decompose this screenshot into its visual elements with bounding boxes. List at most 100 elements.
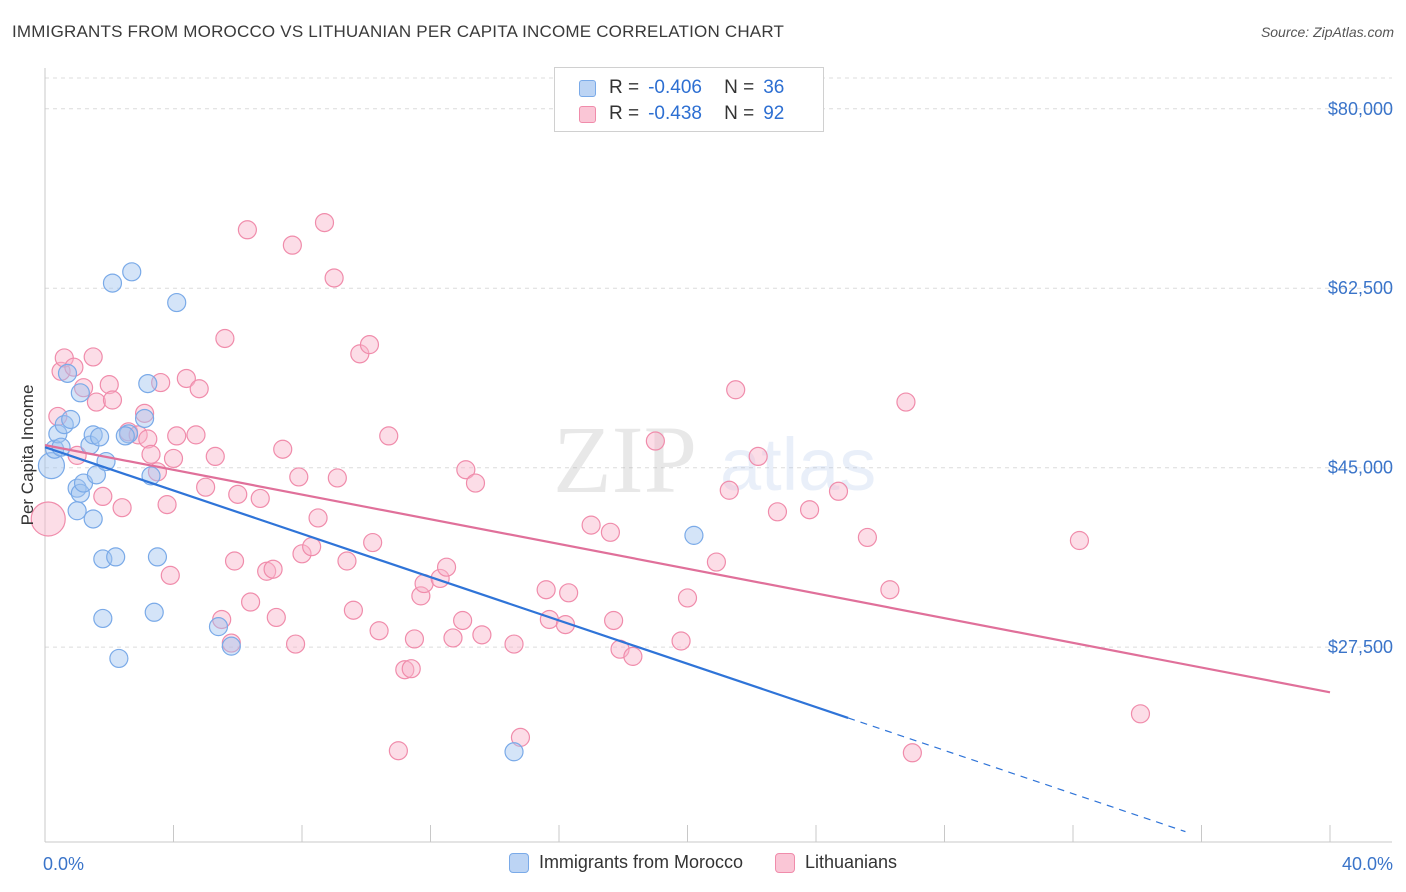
lithuanian-point bbox=[83, 347, 103, 367]
lithuanian-point bbox=[379, 426, 399, 446]
morocco-point bbox=[90, 427, 110, 447]
legend-label-morocco: Immigrants from Morocco bbox=[538, 852, 743, 872]
morocco-point bbox=[221, 636, 241, 656]
legend-item-morocco[interactable]: Immigrants from Morocco bbox=[508, 852, 743, 873]
y-tick-label: $80,000 bbox=[1328, 99, 1393, 119]
lithuanian-point bbox=[157, 495, 177, 515]
morocco-point bbox=[86, 465, 107, 485]
lithuanian-point bbox=[176, 368, 196, 389]
lithuanian-point bbox=[93, 486, 113, 507]
lithuanian-point bbox=[453, 610, 473, 631]
lithuanian-point bbox=[645, 431, 665, 451]
morocco-point bbox=[504, 742, 524, 762]
lithuanian-point bbox=[671, 631, 691, 651]
morocco-point bbox=[61, 409, 81, 430]
series-legend: Immigrants from Morocco Lithuanians bbox=[0, 852, 1406, 873]
morocco-point bbox=[93, 608, 113, 629]
lithuanian-point bbox=[600, 522, 621, 542]
x-tick-label: 40.0% bbox=[1342, 854, 1393, 874]
lithuanian-point bbox=[456, 460, 476, 480]
source-label: Source: ZipAtlas.com bbox=[1260, 24, 1394, 40]
lithuanian-point bbox=[581, 515, 601, 535]
watermark: ZIP atlas bbox=[553, 406, 876, 513]
morocco-point bbox=[102, 273, 123, 293]
legend-n-label: N = bbox=[724, 103, 755, 124]
morocco-point bbox=[106, 547, 126, 567]
lithuanian-point bbox=[726, 380, 746, 400]
lithuanian-point bbox=[189, 379, 209, 399]
lithuanian-point bbox=[160, 565, 180, 585]
legend-swatch-lithuanians bbox=[774, 852, 795, 873]
morocco-point bbox=[70, 383, 90, 403]
morocco-trend-line bbox=[44, 446, 849, 719]
lithuanian-point bbox=[73, 378, 94, 398]
lithuanian-point bbox=[472, 625, 492, 645]
legend-n-label: N = bbox=[724, 77, 755, 98]
morocco-point bbox=[167, 292, 187, 313]
lithuanian-point bbox=[263, 559, 283, 579]
morocco-point bbox=[83, 509, 103, 529]
morocco-point bbox=[109, 648, 129, 669]
lithuanian-point bbox=[99, 375, 119, 395]
x-tick-label: 0.0% bbox=[43, 854, 84, 874]
legend-r-label: R = bbox=[609, 103, 640, 124]
lithuanian-point bbox=[138, 429, 158, 449]
morocco-point bbox=[208, 617, 229, 637]
lithuanian-point bbox=[706, 552, 727, 572]
lithuanian-point bbox=[719, 480, 739, 500]
legend-r-label: R = bbox=[609, 77, 640, 98]
morocco-trend-extension bbox=[847, 717, 1186, 833]
morocco-point bbox=[57, 363, 78, 383]
lithuanian-point bbox=[282, 235, 302, 255]
y-tick-labels: $80,000 $62,500 $45,000 $27,500 bbox=[1328, 99, 1393, 657]
lithuanian-point bbox=[273, 439, 293, 459]
legend-item-lithuanians[interactable]: Lithuanians bbox=[774, 852, 897, 873]
lithuanian-point bbox=[30, 501, 66, 537]
lithuanian-point bbox=[224, 551, 245, 571]
lithuanian-point bbox=[337, 551, 357, 571]
lithuanian-point bbox=[369, 621, 389, 641]
lithuanian-point bbox=[902, 743, 922, 763]
lithuanian-point bbox=[292, 544, 312, 564]
lithuanian-point bbox=[302, 537, 322, 557]
axes bbox=[44, 68, 1392, 843]
morocco-point bbox=[122, 262, 142, 282]
lithuanian-point bbox=[314, 212, 335, 233]
stats-legend: R = -0.406 N = 36 R = -0.438 N = 92 bbox=[554, 67, 824, 132]
lithuanian-point bbox=[228, 484, 248, 504]
morocco-point bbox=[138, 374, 158, 394]
lithuanian-point bbox=[395, 660, 415, 680]
morocco-point bbox=[147, 547, 168, 567]
legend-row-lithuanians: R = -0.438 N = 92 bbox=[579, 102, 784, 126]
lithuanian-point bbox=[324, 268, 344, 288]
lithuanian-point bbox=[401, 659, 421, 679]
trend-lines bbox=[44, 444, 1331, 833]
legend-swatch-morocco bbox=[579, 79, 596, 97]
lithuanian-point bbox=[363, 532, 383, 553]
lithuanian-point bbox=[436, 557, 457, 577]
lithuanian-point bbox=[134, 403, 155, 423]
lithuanian-point bbox=[857, 527, 878, 548]
legend-swatch-morocco bbox=[508, 852, 529, 873]
legend-n-value-lithuanians: 92 bbox=[763, 103, 785, 124]
legend-r-value-morocco: -0.406 bbox=[648, 77, 702, 98]
lithuanian-point bbox=[623, 646, 643, 666]
lithuanian-point bbox=[186, 425, 206, 445]
lithuanian-point bbox=[767, 502, 788, 522]
lithuanian-point bbox=[880, 580, 900, 600]
lithuanian-trend-line bbox=[44, 444, 1331, 694]
lithuanian-point bbox=[504, 634, 524, 654]
lithuanian-point bbox=[141, 444, 161, 464]
lithuanian-point bbox=[828, 481, 849, 501]
morocco-point bbox=[67, 478, 87, 498]
lithuanian-point bbox=[1130, 704, 1151, 724]
morocco-points bbox=[37, 262, 704, 762]
lithuanian-point bbox=[266, 607, 286, 628]
lithuanian-point bbox=[343, 600, 363, 620]
lithuanian-point bbox=[559, 583, 579, 603]
morocco-point bbox=[37, 452, 66, 480]
lithuanian-point bbox=[465, 473, 486, 493]
lithuanian-point bbox=[308, 508, 328, 528]
y-tick-label: $62,500 bbox=[1328, 278, 1393, 298]
